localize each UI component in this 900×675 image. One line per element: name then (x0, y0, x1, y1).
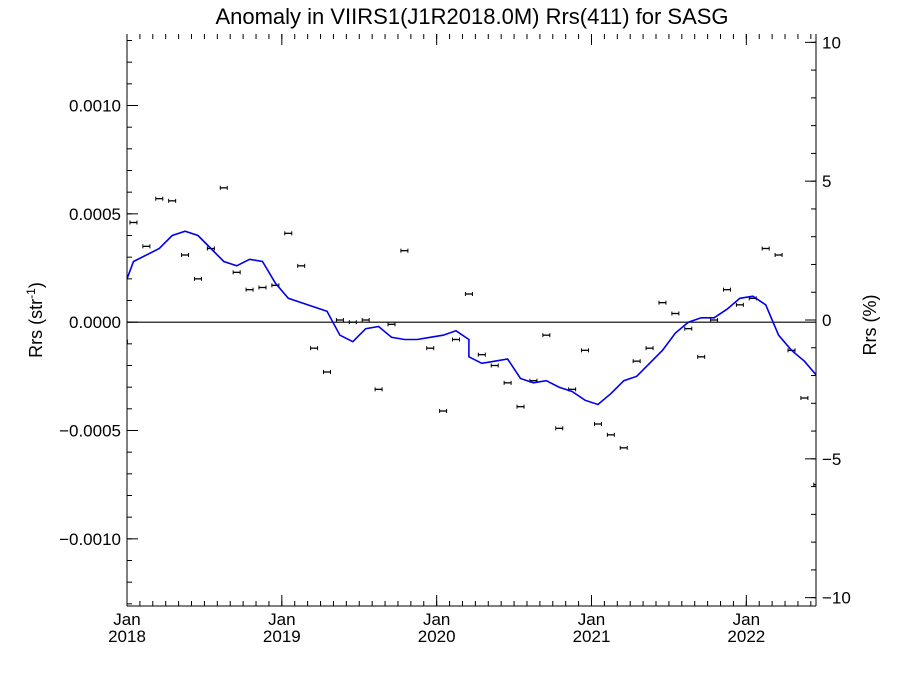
data-point (477, 352, 486, 357)
data-point (645, 346, 654, 351)
data-point (800, 396, 809, 400)
data-point (387, 322, 396, 327)
data-point (671, 311, 680, 316)
x-tick-month-label: Jan (113, 610, 140, 629)
data-point (439, 409, 448, 413)
y-right-tick-label: −5 (822, 450, 841, 469)
data-point (555, 426, 564, 431)
y-right-tick-label: 10 (822, 33, 841, 52)
data-point (619, 445, 628, 450)
data-point (297, 263, 306, 268)
data-point (335, 318, 344, 322)
y-left-tick-label: −0.0010 (59, 530, 121, 549)
data-point (542, 333, 551, 338)
data-point (168, 198, 177, 203)
x-tick-month-label: Jan (423, 610, 450, 629)
data-point (606, 432, 615, 437)
trend-line (127, 230, 816, 406)
x-tick-year-label: 2020 (418, 627, 456, 646)
data-point (684, 326, 693, 331)
data-point (593, 422, 602, 426)
y-left-tick-label: −0.0005 (59, 422, 121, 441)
data-point (503, 380, 512, 385)
data-point (710, 318, 719, 322)
data-point (426, 346, 435, 351)
data-point (374, 387, 383, 392)
data-point (490, 363, 499, 368)
axes: 0.0010 0.0005 0.0000 −0.0005 −0.0010 10 5 0 −5 −1… (59, 33, 851, 646)
data-point (516, 404, 525, 409)
y-left-tick-label: 0.0000 (69, 313, 121, 332)
y-left-tick-label: 0.0010 (69, 97, 121, 116)
data-point (127, 339, 128, 344)
data-point (361, 318, 370, 322)
data-point (232, 270, 241, 275)
x-tick-year-label: 2018 (108, 627, 146, 646)
x-tick-year-label: 2022 (727, 627, 765, 646)
data-point (452, 337, 461, 342)
data-point (219, 185, 228, 190)
x-tick-month-label: Jan (733, 610, 760, 629)
y-axis-label-left: Rrs (str-1) (24, 282, 46, 358)
data-point (245, 287, 254, 292)
data-point (193, 276, 202, 281)
data-point (400, 248, 409, 253)
data-point (322, 370, 331, 374)
x-tick-year-label: 2019 (263, 627, 301, 646)
data-point (155, 196, 164, 201)
trend-line-series (127, 230, 816, 406)
y-right-tick-label: 0 (822, 311, 831, 330)
data-point (632, 359, 641, 364)
y-right-tick-label: −10 (822, 589, 851, 608)
error-bar-series (127, 185, 816, 487)
y-left-tick-label: 0.0005 (69, 205, 121, 224)
data-point (258, 285, 267, 290)
data-point (181, 253, 190, 257)
data-point (697, 354, 706, 359)
data-point (813, 482, 816, 487)
data-point (761, 246, 770, 251)
data-point (658, 300, 667, 305)
y-right-tick-label: 5 (822, 172, 831, 191)
data-point (348, 320, 357, 325)
x-tick-month-label: Jan (268, 610, 295, 629)
y-axis-label-right: Rrs (%) (860, 295, 880, 356)
data-point (735, 302, 744, 307)
data-point (581, 348, 590, 353)
data-point (142, 244, 151, 249)
data-point (310, 346, 319, 351)
chart-title: Anomaly in VIIRS1(J1R2018.0M) Rrs(411) f… (215, 4, 728, 29)
data-point (774, 253, 783, 257)
data-point (464, 292, 473, 296)
data-point (722, 287, 731, 292)
data-point (129, 220, 138, 225)
x-tick-year-label: 2021 (573, 627, 611, 646)
x-tick-month-label: Jan (578, 610, 605, 629)
data-point (284, 231, 293, 236)
